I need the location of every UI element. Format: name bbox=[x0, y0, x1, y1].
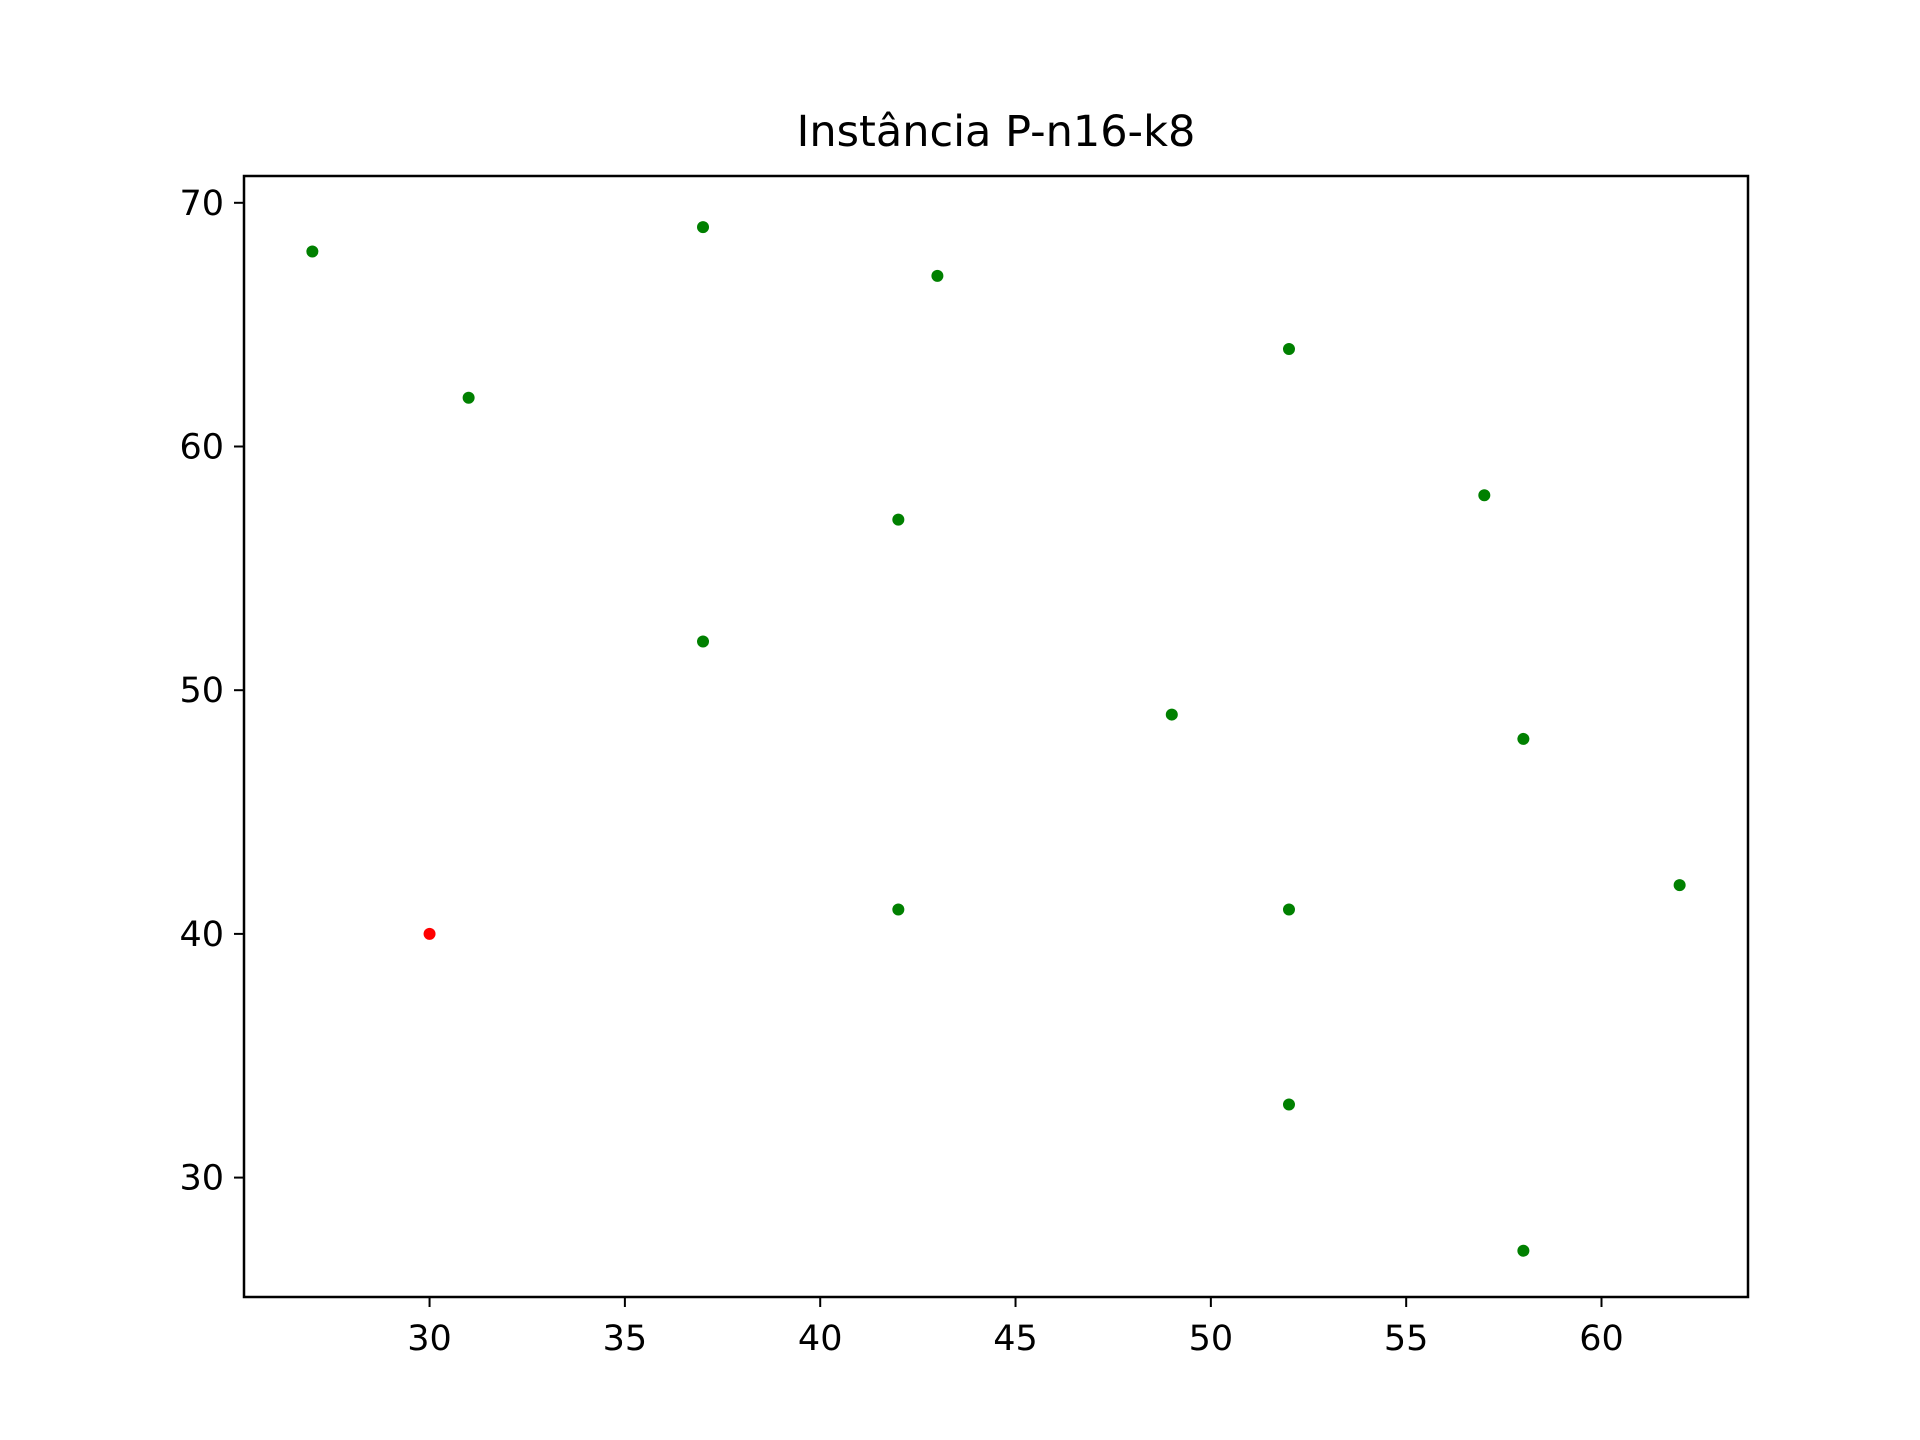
customer-point bbox=[306, 245, 319, 258]
customer-point bbox=[892, 903, 905, 916]
depot-point bbox=[423, 927, 436, 940]
y-axis: 30 40 50 60 70 bbox=[179, 184, 244, 1199]
x-tick-label: 35 bbox=[603, 1319, 648, 1359]
customer-point bbox=[1282, 343, 1295, 356]
customer-point bbox=[931, 269, 944, 282]
customer-point bbox=[1478, 489, 1491, 502]
plot-frame bbox=[242, 174, 1750, 1299]
customer-point bbox=[1517, 1244, 1530, 1257]
customer-point bbox=[1517, 732, 1530, 745]
customer-point bbox=[462, 391, 475, 404]
y-tick-label: 60 bbox=[179, 428, 224, 468]
y-tick-label: 40 bbox=[179, 915, 224, 955]
x-tick-label: 45 bbox=[993, 1319, 1038, 1359]
chart-title: Instância P-n16-k8 bbox=[797, 107, 1196, 157]
y-tick-label: 30 bbox=[179, 1159, 224, 1199]
x-axis: 30 35 40 45 50 55 60 bbox=[407, 1297, 1624, 1359]
customer-point bbox=[892, 513, 905, 526]
y-tick-label: 70 bbox=[179, 184, 224, 224]
data-points bbox=[306, 221, 1686, 1257]
customer-point bbox=[1165, 708, 1178, 721]
x-tick-label: 40 bbox=[798, 1319, 843, 1359]
customer-point bbox=[1282, 1098, 1295, 1111]
x-tick-label: 30 bbox=[407, 1319, 452, 1359]
customer-point bbox=[697, 221, 710, 234]
y-tick-label: 50 bbox=[179, 671, 224, 711]
customer-point bbox=[1673, 879, 1686, 892]
x-tick-label: 50 bbox=[1189, 1319, 1234, 1359]
customer-point bbox=[697, 635, 710, 648]
x-tick-label: 55 bbox=[1384, 1319, 1429, 1359]
x-tick-label: 60 bbox=[1579, 1319, 1624, 1359]
customer-point bbox=[1282, 903, 1295, 916]
